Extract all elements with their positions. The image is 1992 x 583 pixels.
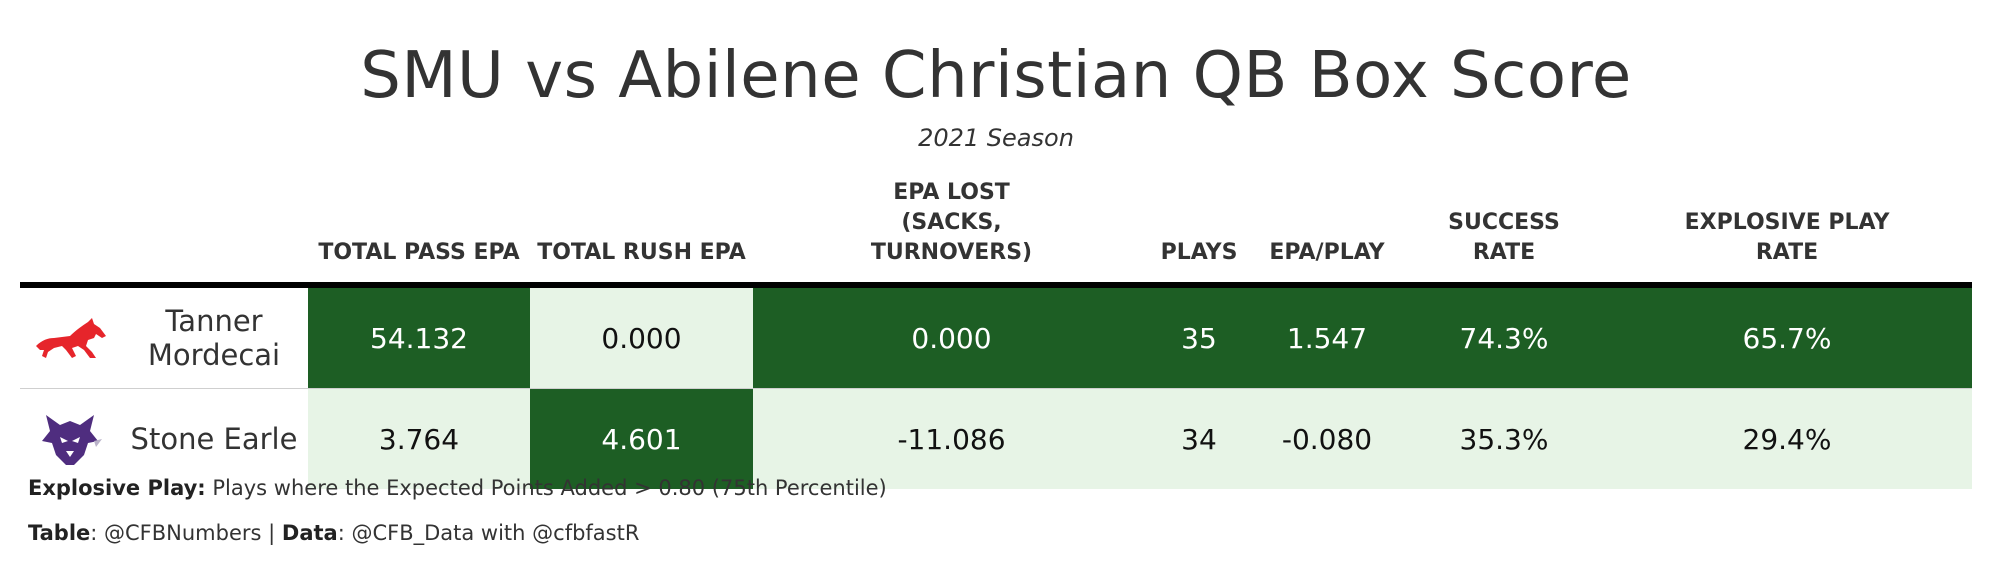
rush-epa-cell: 4.601: [530, 388, 753, 489]
epa-lost-cell: 0.000: [753, 285, 1150, 389]
smu-mustang-logo: [20, 285, 120, 389]
header-row: TOTAL PASS EPA TOTAL RUSH EPA EPA LOST (…: [20, 170, 1972, 285]
qb-box-score-table: TOTAL PASS EPA TOTAL RUSH EPA EPA LOST (…: [20, 170, 1972, 489]
header-player: [120, 170, 308, 285]
header-pass-epa: TOTAL PASS EPA: [318, 240, 520, 265]
player-name: Stone Earle: [120, 388, 308, 489]
player-name: Tanner Mordecai: [120, 285, 308, 389]
abilene-christian-wildcat-logo: [20, 388, 120, 489]
table-row: Stone Earle 3.764 4.601 -11.086 34 -0.08…: [20, 388, 1972, 489]
success-rate-cell: 74.3%: [1406, 285, 1602, 389]
pass-epa-cell: 3.764: [308, 388, 530, 489]
table-row: Tanner Mordecai 54.132 0.000 0.000 35 1.…: [20, 285, 1972, 389]
explosive-rate-cell: 65.7%: [1602, 285, 1972, 389]
epa-play-cell: 1.547: [1248, 285, 1406, 389]
plays-cell: 34: [1150, 388, 1248, 489]
epa-play-cell: -0.080: [1248, 388, 1406, 489]
table-credit-label: Table: [28, 521, 91, 545]
data-credit-text: : @CFB_Data with @cfbfastR: [337, 521, 640, 545]
header-explosive-rate: EXPLOSIVE PLAY RATE: [1684, 210, 1890, 265]
page-title: SMU vs Abilene Christian QB Box Score: [360, 39, 1632, 113]
explosive-play-footnote: Explosive Play: Plays where the Expected…: [28, 476, 887, 500]
header-logo: [20, 170, 120, 285]
table-credit-text: : @CFBNumbers |: [90, 521, 282, 545]
plays-cell: 35: [1150, 285, 1248, 389]
data-credit-label: Data: [281, 521, 338, 545]
header-rush-epa: TOTAL RUSH EPA: [537, 240, 746, 265]
header-epa-play: EPA/PLAY: [1269, 240, 1385, 265]
header-success-rate: SUCCESS RATE: [1448, 210, 1560, 265]
page-subtitle: 2021 Season: [918, 124, 1074, 152]
explosive-play-label: Explosive Play:: [28, 476, 206, 500]
rush-epa-cell: 0.000: [530, 285, 753, 389]
epa-lost-cell: -11.086: [753, 388, 1150, 489]
pass-epa-cell: 54.132: [308, 285, 530, 389]
wildcat-icon: [42, 415, 102, 465]
explosive-play-text: Plays where the Expected Points Added > …: [205, 476, 887, 500]
success-rate-cell: 35.3%: [1406, 388, 1602, 489]
header-plays: PLAYS: [1160, 240, 1238, 265]
explosive-rate-cell: 29.4%: [1602, 388, 1972, 489]
source-footnote: Table: @CFBNumbers | Data: @CFB_Data wit…: [28, 521, 639, 545]
header-epa-lost: EPA LOST (SACKS, TURNOVERS): [870, 180, 1033, 265]
mustang-icon: [36, 318, 106, 358]
